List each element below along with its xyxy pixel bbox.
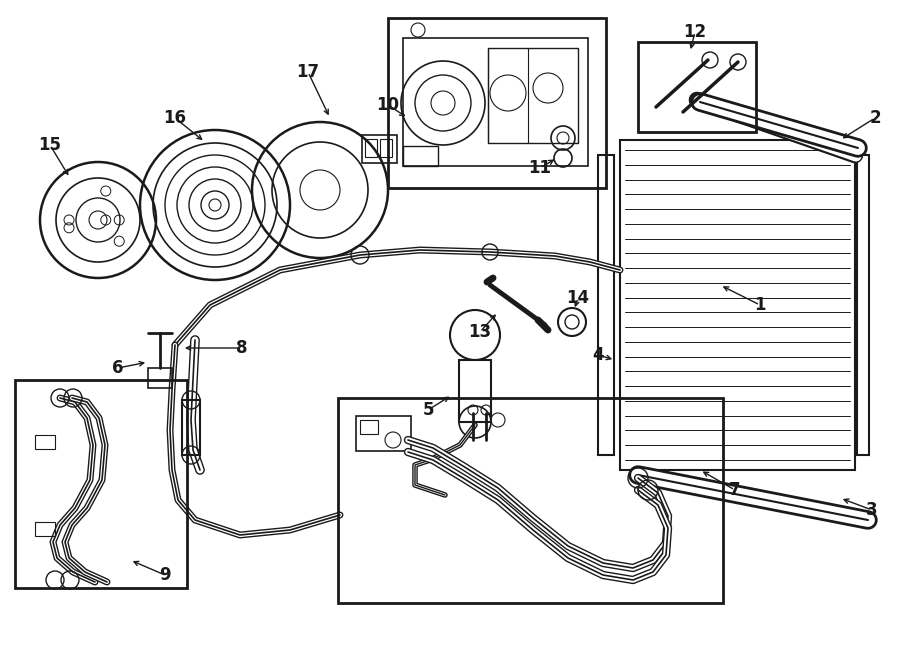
Text: 16: 16	[164, 109, 186, 127]
Bar	[380, 139, 392, 157]
Text: 15: 15	[39, 136, 61, 154]
Bar	[338, 398, 723, 603]
Text: 1: 1	[754, 296, 766, 314]
Text: 17: 17	[296, 63, 320, 81]
Text: 8: 8	[236, 339, 248, 357]
Text: 2: 2	[869, 109, 881, 127]
Text: 12: 12	[683, 23, 706, 41]
Bar	[388, 18, 606, 188]
Text: 6: 6	[112, 359, 124, 377]
Bar	[365, 139, 377, 157]
Bar	[620, 140, 855, 470]
Text: 10: 10	[376, 96, 400, 114]
Bar	[598, 155, 614, 455]
Bar	[360, 420, 378, 434]
Text: 3: 3	[866, 501, 878, 519]
Bar	[488, 48, 578, 143]
Bar	[403, 146, 438, 166]
Text: 7: 7	[729, 481, 741, 499]
Bar	[459, 360, 491, 422]
Bar	[35, 522, 55, 536]
Text: 14: 14	[566, 289, 590, 307]
Bar	[35, 435, 55, 449]
Text: 11: 11	[528, 159, 552, 177]
Bar	[15, 380, 187, 588]
Bar	[356, 416, 411, 451]
Text: 4: 4	[592, 346, 604, 364]
Bar	[148, 368, 172, 388]
Bar	[638, 42, 756, 132]
Bar	[182, 400, 200, 455]
Bar	[857, 155, 869, 455]
Text: 13: 13	[468, 323, 491, 341]
Text: 9: 9	[159, 566, 171, 584]
Bar	[403, 38, 588, 166]
Bar	[362, 135, 397, 163]
Text: 5: 5	[422, 401, 434, 419]
